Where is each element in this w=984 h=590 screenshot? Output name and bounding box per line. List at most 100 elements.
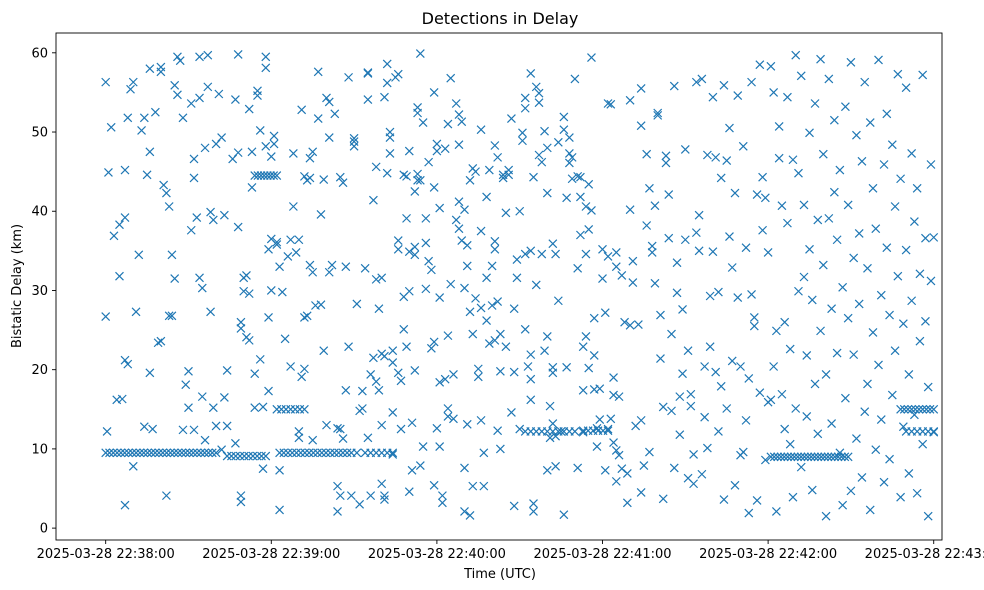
- data-point: [716, 173, 726, 183]
- data-point: [115, 271, 124, 281]
- data-point: [818, 149, 828, 159]
- data-point: [236, 324, 246, 333]
- data-point: [611, 476, 621, 486]
- data-point: [473, 364, 483, 374]
- data-point: [134, 250, 144, 260]
- data-point: [324, 133, 334, 142]
- data-point: [368, 353, 378, 363]
- data-point: [490, 236, 500, 246]
- data-point: [321, 448, 331, 458]
- data-point: [633, 320, 643, 329]
- data-point: [196, 448, 206, 458]
- x-tick-label: 2025-03-28 22:40:00: [368, 547, 506, 562]
- data-point: [482, 316, 492, 325]
- data-point: [542, 143, 552, 153]
- data-point: [871, 445, 881, 455]
- data-point: [829, 187, 839, 197]
- data-point: [244, 335, 254, 345]
- data-point: [796, 71, 806, 81]
- data-point: [639, 461, 649, 470]
- data-point: [297, 372, 307, 382]
- data-point: [849, 253, 859, 263]
- data-point: [760, 193, 770, 203]
- data-point: [501, 208, 511, 218]
- data-point: [512, 273, 522, 283]
- x-tick-label: 2025-03-28 22:42:00: [699, 547, 837, 562]
- data-point: [620, 317, 630, 327]
- data-point: [645, 183, 654, 193]
- y-tick-label: 30: [31, 284, 48, 299]
- data-point: [313, 448, 322, 458]
- data-point: [181, 448, 191, 458]
- data-point: [443, 119, 453, 129]
- data-point: [849, 350, 859, 360]
- data-point: [559, 510, 569, 520]
- data-point: [669, 463, 679, 473]
- data-point: [143, 448, 152, 458]
- data-point: [520, 93, 530, 103]
- data-point: [667, 406, 676, 416]
- data-point: [165, 448, 175, 458]
- data-point: [101, 312, 111, 322]
- data-point: [256, 171, 266, 181]
- data-point: [846, 486, 856, 496]
- data-point: [382, 59, 392, 69]
- data-point: [264, 312, 273, 322]
- data-point: [918, 404, 928, 414]
- data-point: [545, 433, 555, 443]
- data-point: [744, 373, 754, 383]
- data-point: [771, 507, 781, 516]
- data-point: [305, 153, 315, 163]
- data-point: [286, 362, 296, 371]
- data-point: [368, 195, 378, 205]
- data-point: [415, 49, 425, 59]
- data-point: [443, 404, 453, 413]
- data-point: [879, 477, 889, 487]
- data-point: [426, 343, 436, 353]
- data-point: [694, 246, 704, 256]
- data-point: [714, 287, 723, 297]
- data-point: [909, 217, 919, 226]
- data-point: [482, 192, 492, 202]
- data-point: [529, 499, 538, 508]
- data-point: [783, 218, 792, 228]
- data-point: [333, 507, 342, 516]
- data-point: [161, 491, 171, 501]
- data-point: [537, 157, 547, 167]
- data-point: [479, 448, 489, 458]
- data-point: [437, 491, 447, 501]
- data-point: [473, 372, 483, 382]
- data-point: [247, 147, 257, 157]
- data-point: [506, 408, 516, 417]
- y-axis-label: Bistatic Delay (km): [10, 224, 25, 348]
- data-point: [101, 448, 111, 458]
- data-point: [810, 99, 820, 108]
- data-point: [719, 495, 729, 505]
- data-point: [769, 452, 779, 462]
- data-point: [393, 368, 403, 378]
- data-point: [277, 287, 287, 297]
- data-point: [923, 382, 933, 392]
- data-point: [714, 427, 723, 436]
- data-point: [755, 388, 765, 398]
- data-point: [327, 260, 337, 270]
- data-point: [785, 439, 795, 449]
- data-point: [363, 68, 373, 78]
- data-point: [211, 421, 221, 431]
- data-point: [551, 461, 561, 471]
- data-point: [827, 419, 837, 428]
- data-point: [697, 74, 707, 84]
- data-point: [730, 188, 740, 198]
- data-point: [749, 321, 759, 331]
- data-point: [658, 494, 668, 504]
- data-point: [504, 170, 514, 180]
- data-point: [457, 117, 467, 127]
- data-point: [300, 448, 310, 458]
- data-point: [803, 452, 813, 462]
- data-point: [313, 114, 323, 123]
- data-point: [454, 140, 464, 150]
- data-point: [429, 337, 439, 347]
- data-point: [603, 426, 613, 436]
- data-point: [879, 160, 889, 169]
